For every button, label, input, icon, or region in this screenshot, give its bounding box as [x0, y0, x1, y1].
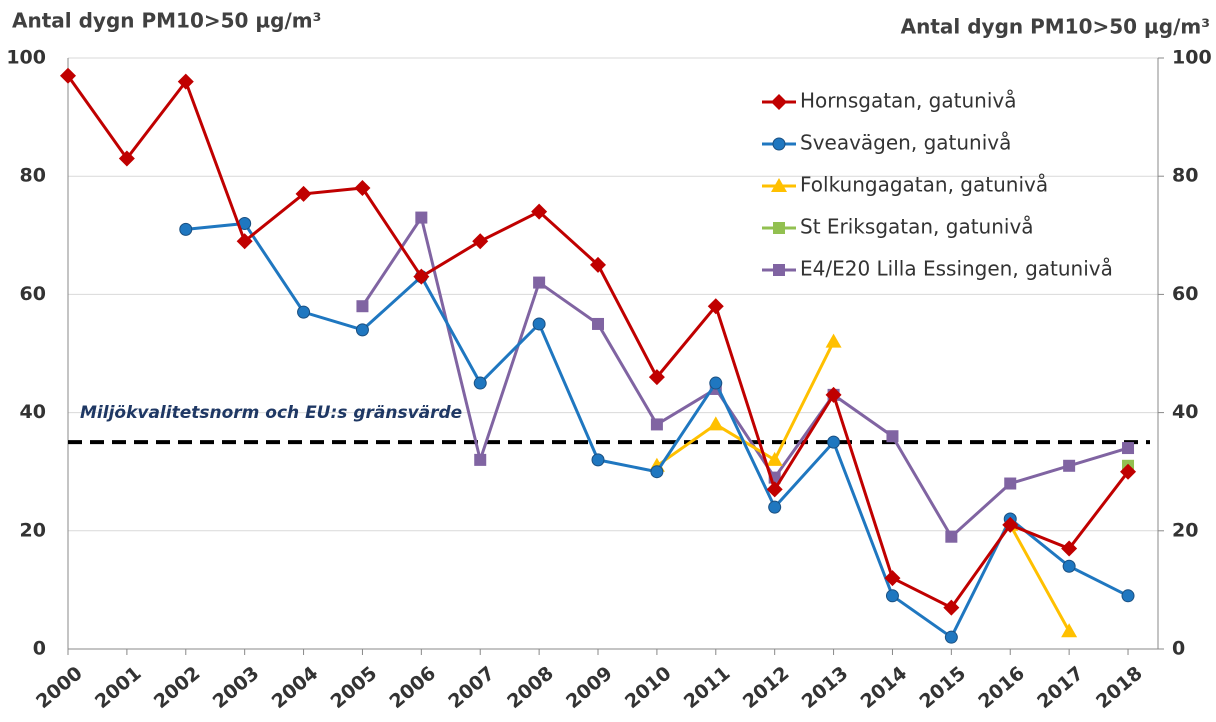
data-point	[1062, 559, 1076, 573]
data-point	[707, 416, 724, 431]
x-tick-label: 2010	[621, 662, 676, 713]
x-tick-label: 2004	[268, 662, 323, 713]
legend-marker	[771, 178, 787, 192]
series-line	[66, 74, 1130, 610]
data-point	[768, 500, 782, 514]
y-axis-title: Antal dygn PM10>50 µg/m³	[12, 9, 321, 33]
data-point	[766, 451, 783, 466]
data-point	[415, 211, 428, 224]
y2-axis-title: Antal dygn PM10>50 µg/m³	[901, 15, 1210, 39]
x-tick-label: 2003	[209, 662, 264, 713]
data-point	[709, 376, 723, 390]
y-tick-label: 40	[20, 401, 46, 423]
data-point	[531, 203, 548, 220]
threshold-label: Miljökvalitetsnorm och EU:s gränsvärde	[80, 403, 462, 423]
x-tick-label: 2009	[562, 662, 617, 713]
legend-label: E4/E20 Lilla Essingen, gatunivå	[800, 257, 1113, 281]
data-point	[766, 481, 783, 498]
data-point	[236, 233, 253, 250]
data-point	[885, 589, 899, 603]
y2-tick-label: 80	[1172, 165, 1198, 187]
legend-marker	[772, 137, 786, 151]
y-tick-label: 80	[20, 165, 46, 187]
x-tick-label: 2013	[798, 662, 853, 713]
y-tick-label: 100	[6, 47, 46, 69]
data-point	[1004, 477, 1017, 490]
x-tick-label: 2006	[385, 662, 440, 713]
y2-tick-label: 20	[1172, 519, 1198, 541]
y-tick-label: 0	[33, 638, 46, 660]
x-tick-label: 2017	[1033, 662, 1088, 713]
x-tick-label: 2008	[503, 662, 558, 713]
data-point	[60, 67, 76, 84]
y2-tick-label: 40	[1172, 401, 1198, 423]
y-tick-label: 60	[20, 283, 46, 305]
x-tick-label: 2005	[327, 662, 382, 713]
data-point	[1122, 442, 1135, 455]
x-tick-label: 2002	[150, 662, 205, 713]
y2-tick-label: 60	[1172, 283, 1198, 305]
data-point	[825, 333, 842, 348]
data-point	[1061, 623, 1078, 638]
data-point	[944, 630, 958, 644]
data-point	[473, 376, 487, 390]
data-point	[532, 317, 546, 331]
legend-label: Hornsgatan, gatunivå	[800, 89, 1016, 113]
data-point	[650, 465, 664, 479]
legend-label: Sveavägen, gatunivå	[800, 131, 1011, 155]
data-point	[884, 570, 901, 587]
data-point	[886, 430, 899, 443]
x-tick-label: 2012	[739, 662, 794, 713]
data-point	[474, 453, 487, 466]
data-point	[179, 222, 193, 236]
x-tick-label: 2014	[857, 662, 912, 713]
y2-tick-label: 100	[1172, 47, 1212, 69]
data-point	[297, 305, 311, 319]
data-point	[650, 418, 663, 431]
data-point	[590, 256, 607, 273]
data-point	[943, 599, 960, 616]
legend-marker	[771, 94, 787, 110]
x-tick-label: 2016	[974, 662, 1029, 713]
data-point	[1063, 459, 1076, 472]
data-point	[591, 453, 605, 467]
data-point	[118, 150, 135, 167]
data-point	[533, 276, 546, 289]
data-point	[354, 180, 371, 197]
data-point	[827, 435, 841, 449]
data-point	[945, 530, 958, 543]
data-point	[177, 73, 194, 90]
y-tick-label: 20	[20, 519, 46, 541]
data-point	[1120, 463, 1137, 480]
legend-label: St Eriksgatan, gatunivå	[800, 215, 1034, 239]
data-point	[472, 233, 489, 250]
series-line	[361, 213, 1129, 540]
x-tick-label: 2015	[915, 662, 970, 713]
legend-marker	[773, 264, 785, 276]
data-point	[295, 185, 312, 202]
data-point	[1002, 516, 1019, 533]
data-point	[825, 386, 842, 403]
data-point	[356, 300, 369, 313]
data-point	[592, 317, 605, 330]
y2-tick-label: 0	[1172, 638, 1185, 660]
legend-label: Folkungagatan, gatunivå	[800, 173, 1048, 197]
data-point	[355, 323, 369, 337]
x-tick-label: 2001	[91, 662, 146, 713]
x-tick-label: 2018	[1092, 662, 1147, 713]
x-tick-label: 2000	[32, 662, 87, 713]
data-point	[1061, 540, 1078, 557]
data-point	[707, 298, 724, 315]
x-tick-label: 2011	[680, 662, 735, 713]
legend-marker	[773, 222, 785, 234]
data-point	[648, 369, 665, 386]
data-point	[413, 268, 430, 285]
x-tick-label: 2007	[444, 662, 499, 713]
data-point	[1121, 589, 1135, 603]
